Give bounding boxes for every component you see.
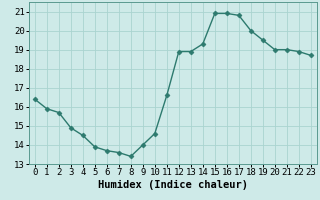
X-axis label: Humidex (Indice chaleur): Humidex (Indice chaleur) [98, 180, 248, 190]
